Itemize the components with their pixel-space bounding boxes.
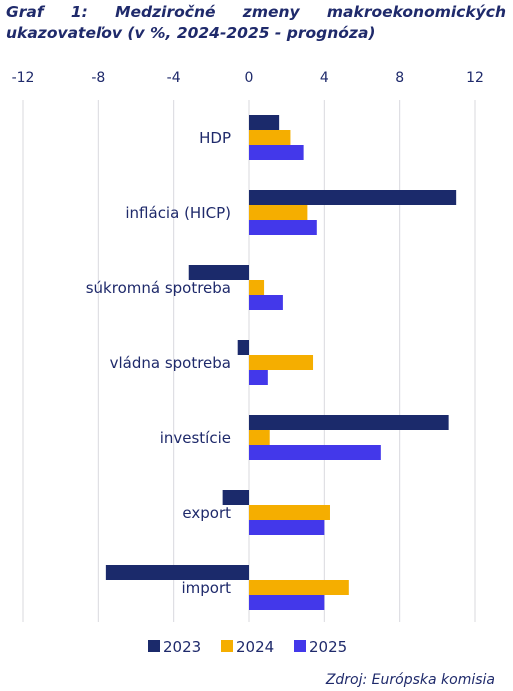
bar-2025	[249, 220, 317, 235]
x-axis-ticks: -12 -8 -4 0 4 8 12	[12, 70, 484, 86]
bar-2023	[249, 115, 280, 130]
legend-swatch-2025	[294, 640, 306, 652]
category-label: export	[182, 504, 231, 522]
category-label: súkromná spotreba	[86, 279, 231, 297]
legend-label: 2025	[309, 638, 347, 656]
x-tick-label: -12	[12, 70, 35, 86]
bar-2023	[249, 415, 449, 430]
chart-title: Graf 1: Medziročné zmeny makroekonomický…	[6, 3, 506, 42]
bar-2023	[237, 340, 249, 355]
x-tick-label: -4	[167, 70, 181, 86]
category-label: vládna spotreba	[110, 354, 231, 372]
bar-2025	[249, 370, 268, 385]
bar-2024	[249, 355, 314, 370]
x-tick-label: -8	[91, 70, 105, 86]
legend-label: 2023	[163, 638, 201, 656]
bar-2025	[249, 445, 381, 460]
category-labels: HDP inflácia (HICP) súkromná spotreba vládn…	[86, 129, 231, 597]
bar-2024	[249, 580, 349, 595]
legend: 2023 2024 2025	[148, 638, 347, 656]
legend-label: 2024	[236, 638, 274, 656]
bar-2024	[249, 430, 270, 445]
source-note: Zdroj: Európska komisia	[325, 672, 495, 688]
bar-2025	[249, 145, 304, 160]
bar-2025	[249, 295, 283, 310]
bar-2023	[249, 190, 457, 205]
category-label: import	[181, 579, 231, 597]
category-label: inflácia (HICP)	[125, 204, 231, 222]
x-tick-label: 0	[245, 70, 254, 86]
gridlines	[22, 100, 476, 622]
x-tick-label: 8	[395, 70, 404, 86]
bar-2025	[249, 595, 325, 610]
category-label: HDP	[199, 129, 231, 147]
bar-2023	[222, 490, 249, 505]
bar-2024	[249, 130, 291, 145]
bar-2024	[249, 205, 308, 220]
category-label: investície	[160, 429, 231, 447]
bar-2024	[249, 280, 265, 295]
x-tick-label: 4	[320, 70, 329, 86]
legend-swatch-2023	[148, 640, 160, 652]
bar-2025	[249, 520, 325, 535]
bar-2024	[249, 505, 330, 520]
bar-2023	[188, 265, 249, 280]
x-tick-label: 12	[466, 70, 484, 86]
legend-swatch-2024	[221, 640, 233, 652]
bar-2023	[105, 565, 249, 580]
bars	[105, 115, 457, 610]
